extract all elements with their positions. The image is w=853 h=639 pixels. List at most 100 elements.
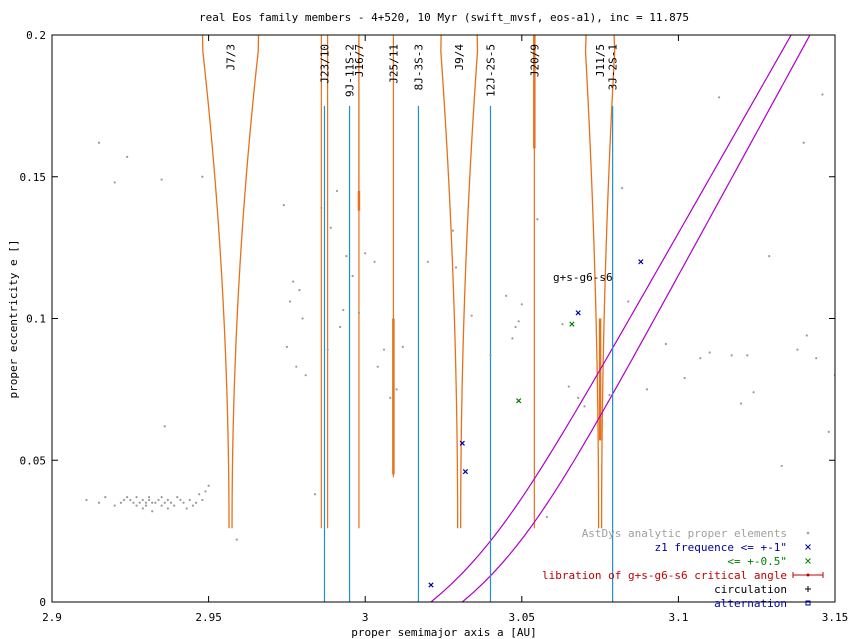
- asteroid-point: [157, 498, 160, 502]
- resonance-label: J9/4: [453, 44, 466, 71]
- asteroid-point: [298, 289, 301, 292]
- y-tick-label: 0.1: [26, 313, 46, 326]
- asteroid-point: [489, 354, 492, 357]
- asteroid-point: [802, 141, 805, 144]
- asteroid-point: [326, 348, 329, 351]
- asteroid-point: [141, 507, 144, 510]
- asteroid-point: [126, 496, 129, 499]
- legend-label: circulation: [714, 583, 787, 596]
- resonance-label: 9J-11S-2: [344, 44, 357, 97]
- x-axis-ticks: 2.9 2.95 3 3.05 3.1 3.15: [42, 35, 848, 624]
- asteroid-point: [389, 396, 392, 399]
- y-tick-label: 0: [39, 596, 46, 609]
- legend-label: libration of g+s-g6-s6 critical angle: [542, 569, 787, 582]
- asteroid-point: [122, 498, 126, 502]
- asteroid-point: [520, 303, 523, 306]
- asteroid-point: [173, 504, 176, 507]
- asteroid-point: [147, 496, 151, 499]
- asteroid-point: [561, 323, 564, 326]
- x-tick-label: 2.9: [42, 611, 62, 624]
- secular-curve-right: [461, 35, 811, 602]
- asteroid-point: [376, 365, 379, 368]
- asteroid-point: [645, 388, 649, 391]
- asteroid-point: [313, 493, 317, 496]
- asteroid-point: [144, 501, 148, 504]
- asteroid-point: [163, 425, 166, 428]
- y-tick-label: 0.2: [26, 29, 46, 42]
- asteroid-point: [827, 430, 830, 433]
- asteroid-point: [382, 348, 386, 351]
- asteroid-point: [821, 93, 824, 96]
- resonance-curve-J11-5: [584, 35, 600, 529]
- legend-symbol-dot: [806, 573, 810, 577]
- asteroid-point: [97, 501, 101, 504]
- asteroid-point: [201, 175, 204, 178]
- asteroid-point: [201, 498, 204, 502]
- asteroid-point: [608, 393, 611, 397]
- asteroid-point: [505, 294, 508, 297]
- z1-point: [462, 468, 469, 475]
- x-tick-label: 2.95: [195, 611, 222, 624]
- resonance-curve-J11-5: [600, 35, 616, 529]
- asteroid-point: [511, 337, 514, 340]
- asteroid-point: [351, 274, 354, 278]
- asteroid-point: [194, 501, 198, 504]
- asteroid-point: [288, 300, 292, 303]
- z1-point: [638, 259, 644, 265]
- asteroid-point: [401, 345, 404, 348]
- asteroid-point: [295, 365, 298, 368]
- asteroid-point: [805, 334, 808, 337]
- asteroid-point: [207, 484, 210, 487]
- asteroid-point: [169, 501, 173, 504]
- resonance-label: J23/10: [318, 44, 331, 84]
- resonance-label: J20/9: [528, 44, 541, 77]
- asteroid-point: [345, 255, 348, 258]
- asteroid-point: [768, 255, 771, 258]
- asteroid-point: [160, 178, 163, 181]
- asteroid-point: [151, 510, 154, 513]
- asteroid-point: [620, 186, 624, 190]
- legend-symbol: [805, 586, 811, 592]
- asteroid-point: [97, 141, 101, 144]
- asteroid-point: [583, 405, 586, 408]
- asteroid-point: [373, 260, 376, 263]
- secular-resonance-curves: [430, 35, 811, 602]
- chart-title: real Eos family members - 4+520, 10 Myr …: [199, 11, 689, 24]
- asteroid-point: [198, 493, 201, 496]
- asteroid-point: [163, 501, 166, 504]
- asteroid-point: [185, 507, 188, 510]
- resonance-label: J16/7: [353, 44, 366, 77]
- asteroid-point: [182, 501, 185, 504]
- asteroid-point: [113, 504, 116, 507]
- resonance-label: 3J-2S-1: [607, 44, 620, 90]
- asteroid-point: [708, 351, 711, 354]
- asteroid-point: [191, 504, 195, 507]
- resonance-label: 12J-2S-5: [484, 44, 497, 97]
- resonance-curve-J9-4: [460, 35, 479, 529]
- asteroid-point: [627, 300, 630, 303]
- asteroid-point: [204, 490, 207, 493]
- resonance-curves: [201, 35, 616, 529]
- asteroid-point: [166, 507, 169, 510]
- asteroid-point: [470, 314, 473, 317]
- resonance-curve-J9-4: [440, 35, 459, 529]
- legend-symbol: [805, 600, 811, 606]
- z1-05-point: [569, 321, 575, 327]
- resonance-label: J7/3: [225, 44, 238, 71]
- x-tick-label: 3.15: [822, 611, 849, 624]
- asteroid-point: [126, 155, 129, 159]
- asteroid-point: [154, 501, 157, 504]
- z1-point: [575, 310, 581, 316]
- legend-symbol: [805, 558, 811, 564]
- asteroid-point: [85, 498, 88, 502]
- asteroid-point: [104, 496, 107, 499]
- legend-symbol: [806, 531, 810, 535]
- asteroid-point: [454, 266, 458, 269]
- asteroid-point: [718, 96, 721, 99]
- legend-label: AstDys analytic proper elements: [582, 527, 787, 540]
- asteroid-point: [577, 396, 580, 399]
- asteroid-point: [739, 402, 743, 405]
- resonance-curve-J7-3: [231, 35, 260, 529]
